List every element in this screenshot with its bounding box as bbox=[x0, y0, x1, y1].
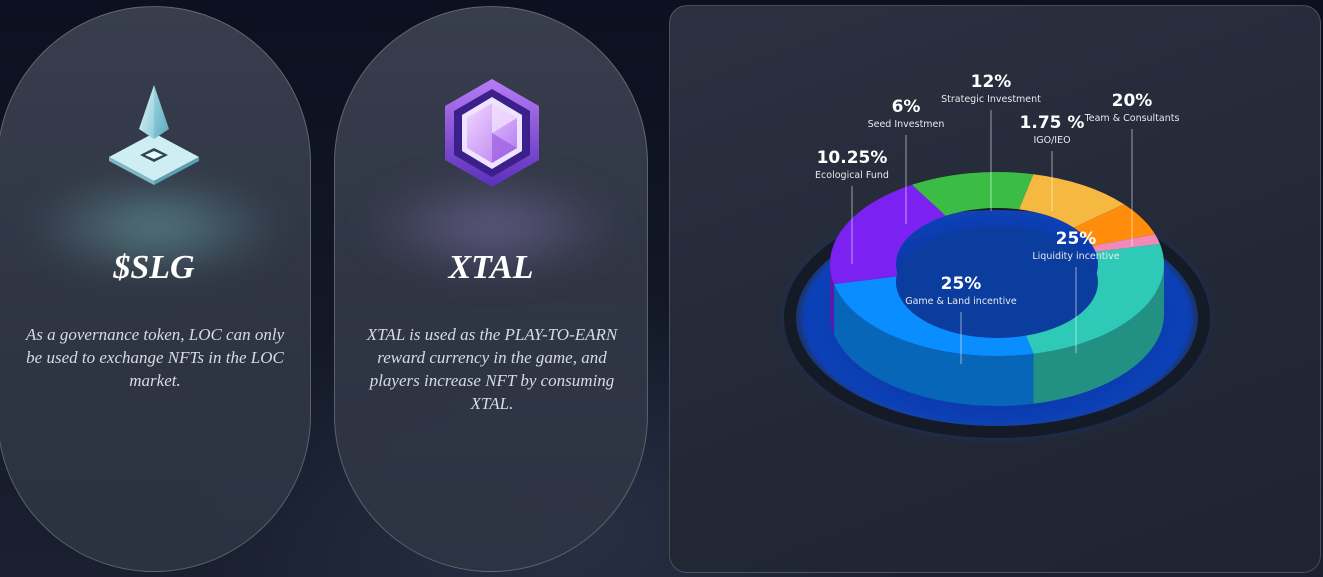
slice-igo-ieo bbox=[1092, 234, 1160, 252]
token-card-xtal: XTAL XTAL is used as the PLAY-TO-EARN re… bbox=[334, 6, 648, 572]
slice-seed-investmen bbox=[1073, 204, 1155, 246]
slice-label-ecological-fund: Ecological Fund bbox=[815, 170, 889, 181]
slice-label-team-consultants: Team & Consultants bbox=[1084, 113, 1180, 124]
slice-percent-seed-investmen: 6% bbox=[892, 97, 921, 117]
slice-strategic-investment bbox=[911, 171, 1034, 216]
donut-hole bbox=[896, 226, 1098, 338]
slice-label-strategic-investment: Strategic Investment bbox=[941, 94, 1041, 105]
pyramid-icon bbox=[109, 85, 199, 185]
token-description: As a governance token, LOC can only be u… bbox=[25, 325, 285, 390]
tokenomics-chart-panel: 25% Liquidity incentive 25% Game & Land inc… bbox=[669, 5, 1321, 573]
crystal-hexagon-icon bbox=[445, 79, 539, 187]
slice-percent-igo-ieo: 1.75 % bbox=[1020, 113, 1085, 133]
token-name: $SLG bbox=[113, 249, 195, 286]
token-card-slg: $SLG As a governance token, LOC can only… bbox=[0, 6, 311, 572]
slice-percent-game-land-incentive: 25% bbox=[941, 274, 982, 294]
slice-percent-liquidity-incentive: 25% bbox=[1056, 229, 1097, 249]
slice-side-game-land-incentive bbox=[834, 284, 1034, 406]
slice-team-consultants bbox=[830, 184, 946, 285]
slice-percent-strategic-investment: 12% bbox=[971, 72, 1012, 92]
tokenomics-donut-chart: 25% Liquidity incentive 25% Game & Land inc… bbox=[775, 72, 1219, 446]
slice-percent-ecological-fund: 10.25% bbox=[817, 148, 888, 168]
slice-percent-team-consultants: 20% bbox=[1112, 91, 1153, 111]
slice-side-team-consultants bbox=[830, 264, 835, 335]
token-description: XTAL is used as the PLAY-TO-EARN reward … bbox=[366, 325, 618, 413]
slice-label-seed-investmen: Seed Investmen bbox=[868, 119, 945, 130]
token-name: XTAL bbox=[448, 249, 534, 286]
card-glow bbox=[25, 177, 285, 277]
slice-label-igo-ieo: IGO/IEO bbox=[1033, 135, 1070, 146]
slice-label-game-land-incentive: Game & Land incentive bbox=[905, 296, 1017, 307]
slice-side-liquidity-incentive bbox=[1033, 264, 1164, 404]
card-glow bbox=[362, 177, 622, 277]
slice-label-liquidity-incentive: Liquidity incentive bbox=[1032, 251, 1119, 262]
slice-ecological-fund bbox=[1019, 174, 1124, 228]
